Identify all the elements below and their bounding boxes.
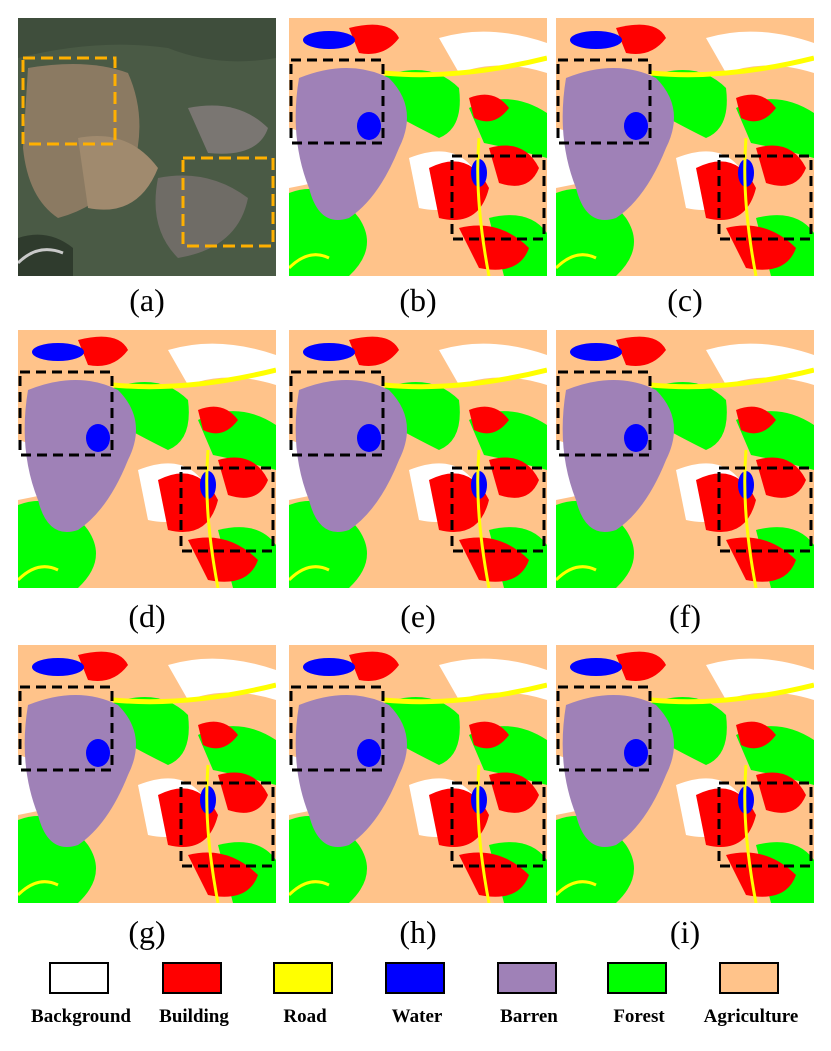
legend-swatch-background bbox=[49, 962, 109, 994]
panel-i-prediction bbox=[556, 645, 814, 903]
legend-label-forest: Forest bbox=[613, 1006, 665, 1027]
panel-h-prediction bbox=[289, 645, 547, 903]
caption-d: (d) bbox=[128, 598, 166, 634]
panel-g-prediction bbox=[18, 645, 276, 903]
legend-label-building: Building bbox=[159, 1006, 229, 1027]
panel-c-prediction bbox=[556, 18, 814, 276]
legend-swatch-water bbox=[385, 962, 445, 994]
panel-b-ground-truth bbox=[289, 18, 547, 276]
caption-c: (c) bbox=[667, 282, 703, 318]
legend-label-water: Water bbox=[391, 1006, 443, 1027]
legend-swatch-agriculture bbox=[719, 962, 779, 994]
legend-label-agriculture: Agriculture bbox=[703, 1006, 799, 1027]
caption-h: (h) bbox=[399, 914, 437, 950]
caption-e: (e) bbox=[400, 598, 436, 634]
panel-e-prediction bbox=[289, 330, 547, 588]
panel-d-prediction bbox=[18, 330, 276, 588]
legend-label-background: Background bbox=[31, 1006, 131, 1027]
legend-label-road: Road bbox=[283, 1006, 327, 1027]
panel-a-aerial-image bbox=[18, 18, 276, 276]
caption-f: (f) bbox=[669, 598, 701, 634]
legend-swatch-building bbox=[162, 962, 222, 994]
legend-swatch-forest bbox=[607, 962, 667, 994]
legend-label-barren: Barren bbox=[500, 1006, 558, 1027]
caption-i: (i) bbox=[669, 914, 701, 950]
panel-f-prediction bbox=[556, 330, 814, 588]
caption-b: (b) bbox=[399, 282, 437, 318]
legend-swatch-road bbox=[273, 962, 333, 994]
caption-a: (a) bbox=[129, 282, 165, 318]
legend-swatch-barren bbox=[497, 962, 557, 994]
caption-g: (g) bbox=[128, 914, 166, 950]
